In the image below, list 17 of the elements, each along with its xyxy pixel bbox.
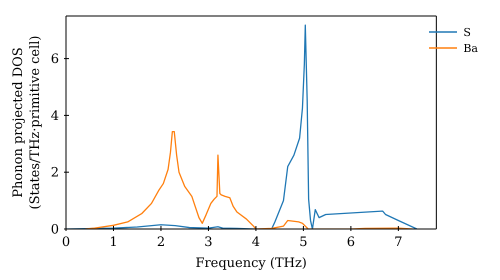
legend-label: Ba bbox=[463, 42, 478, 54]
x-tick-label: 4 bbox=[252, 235, 260, 250]
x-tick-label: 5 bbox=[299, 235, 308, 250]
y-tick-label: 2 bbox=[50, 166, 59, 181]
x-axis-title: Frequency (THz) bbox=[195, 256, 307, 271]
x-tick-label: 2 bbox=[156, 235, 166, 250]
line-series bbox=[84, 130, 414, 229]
x-tick-label: 0 bbox=[62, 235, 70, 250]
x-tick-label: 3 bbox=[204, 235, 213, 250]
x-tick-label: 6 bbox=[346, 235, 356, 250]
y-axis-title: Phonon projected DOS (States/THz·primitive cell) bbox=[11, 35, 43, 210]
y-tick-label: 0 bbox=[50, 222, 59, 238]
y-tick-label: 6 bbox=[50, 52, 59, 68]
y-tick-label: 4 bbox=[50, 108, 59, 124]
x-tick-label: 1 bbox=[109, 235, 118, 250]
legend-label: S bbox=[463, 26, 471, 38]
x-tick-label: 7 bbox=[394, 235, 402, 250]
